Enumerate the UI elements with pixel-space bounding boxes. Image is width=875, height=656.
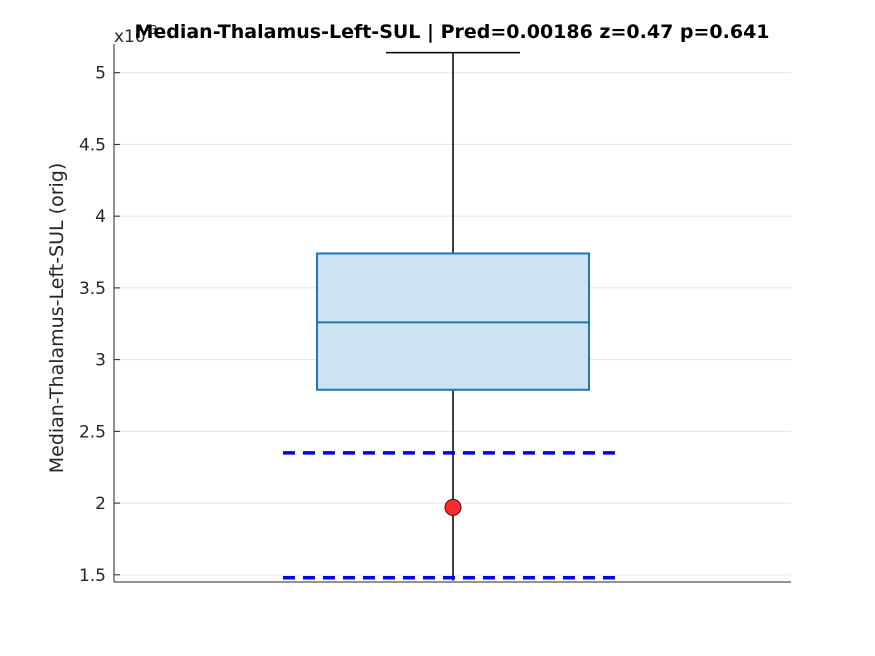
y-tick-label: 3.5 (79, 279, 106, 299)
axis-exponent-base: x10 (114, 27, 146, 47)
y-ticks: 1.5 2 2.5 3 3.5 4 4.5 5 (79, 64, 120, 586)
plot-area (283, 51, 623, 581)
y-tick-label: 2 (95, 494, 106, 514)
y-tick-label: 2.5 (79, 422, 106, 442)
chart-title: Median-Thalamus-Left-SUL | Pred=0.00186 … (134, 21, 769, 43)
y-tick-label: 1.5 (79, 566, 106, 586)
axis-exponent-power: -3 (146, 23, 158, 37)
y-axis-label: Median-Thalamus-Left-SUL (orig) (46, 163, 68, 474)
prediction-point (444, 498, 462, 516)
y-tick-label: 4.5 (79, 135, 106, 155)
axes (113, 44, 791, 583)
y-tick-label: 3 (95, 351, 106, 371)
axis-exponent-label: x10-3 (114, 23, 158, 47)
y-tick-label: 4 (95, 207, 106, 227)
y-tick-label: 5 (95, 64, 106, 84)
